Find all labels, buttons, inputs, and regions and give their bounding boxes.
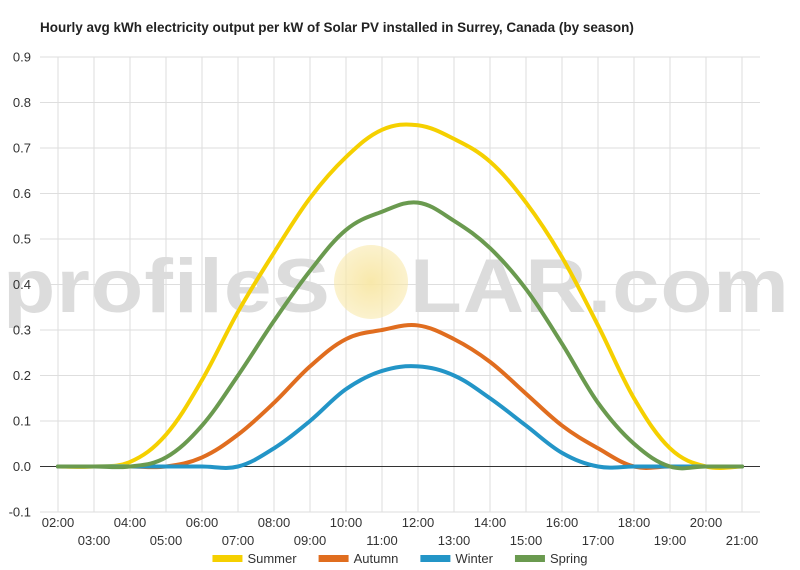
x-tick-label: 20:00 [690,515,723,530]
x-tick-label: 21:00 [726,533,759,548]
y-axis: -0.1 0.0 0.1 0.2 0.3 0.4 0.5 0.6 0.7 0.8 0.9 [9,50,31,520]
x-axis: 02:0003:0004:0005:0006:0007:0008:0009:00… [42,515,759,548]
legend: Summer Autumn Winter Spring [212,551,588,566]
legend-swatch [420,555,451,562]
y-tick-label: 0.3 [13,323,31,338]
chart-title: Hourly avg kWh electricity output per kW… [40,20,634,35]
legend-label: Spring [550,551,588,566]
watermark-text-right: LAR.com [410,244,790,329]
y-tick-label: 0.8 [13,95,31,110]
y-tick-label: 0.4 [13,277,31,292]
legend-item-spring[interactable]: Spring [514,551,588,566]
x-tick-label: 03:00 [78,533,111,548]
series-layer [56,122,744,471]
x-tick-label: 13:00 [438,533,471,548]
y-tick-label: 0.9 [13,50,31,65]
legend-swatch [318,555,349,562]
grid-layer [40,56,760,513]
x-tick-label: 02:00 [42,515,75,530]
watermark-text-left: profileS [3,244,331,328]
series-line-winter [56,364,744,470]
y-tick-label: 0.7 [13,141,31,156]
series-line-spring [56,200,744,471]
legend-label: Winter [455,551,493,566]
x-tick-label: 05:00 [150,533,183,548]
y-tick-label: 0.0 [13,459,31,474]
x-tick-label: 12:00 [402,515,435,530]
x-tick-label: 17:00 [582,533,615,548]
x-tick-label: 18:00 [618,515,651,530]
legend-swatch [212,555,243,562]
x-tick-label: 06:00 [186,515,219,530]
y-tick-label: 0.6 [13,186,31,201]
y-tick-label: 0.2 [13,368,31,383]
x-tick-label: 08:00 [258,515,291,530]
y-tick-label: -0.1 [9,505,31,520]
legend-item-summer[interactable]: Summer [212,551,297,566]
x-tick-label: 14:00 [474,515,507,530]
x-tick-label: 10:00 [330,515,363,530]
watermark: profileS LAR.com [3,244,790,329]
x-tick-label: 11:00 [366,533,398,548]
x-tick-label: 16:00 [546,515,579,530]
legend-item-autumn[interactable]: Autumn [318,551,399,566]
y-tick-label: 0.5 [13,232,31,247]
legend-item-winter[interactable]: Winter [420,551,494,566]
legend-swatch [514,555,545,562]
x-tick-label: 09:00 [294,533,327,548]
legend-label: Autumn [354,551,399,566]
legend-label: Summer [247,551,297,566]
y-tick-label: 0.1 [13,414,31,429]
x-tick-label: 04:00 [114,515,147,530]
x-tick-label: 07:00 [222,533,255,548]
series-line-summer [56,122,744,470]
x-tick-label: 15:00 [510,533,543,548]
watermark-sun-icon [334,245,408,319]
x-tick-label: 19:00 [654,533,687,548]
